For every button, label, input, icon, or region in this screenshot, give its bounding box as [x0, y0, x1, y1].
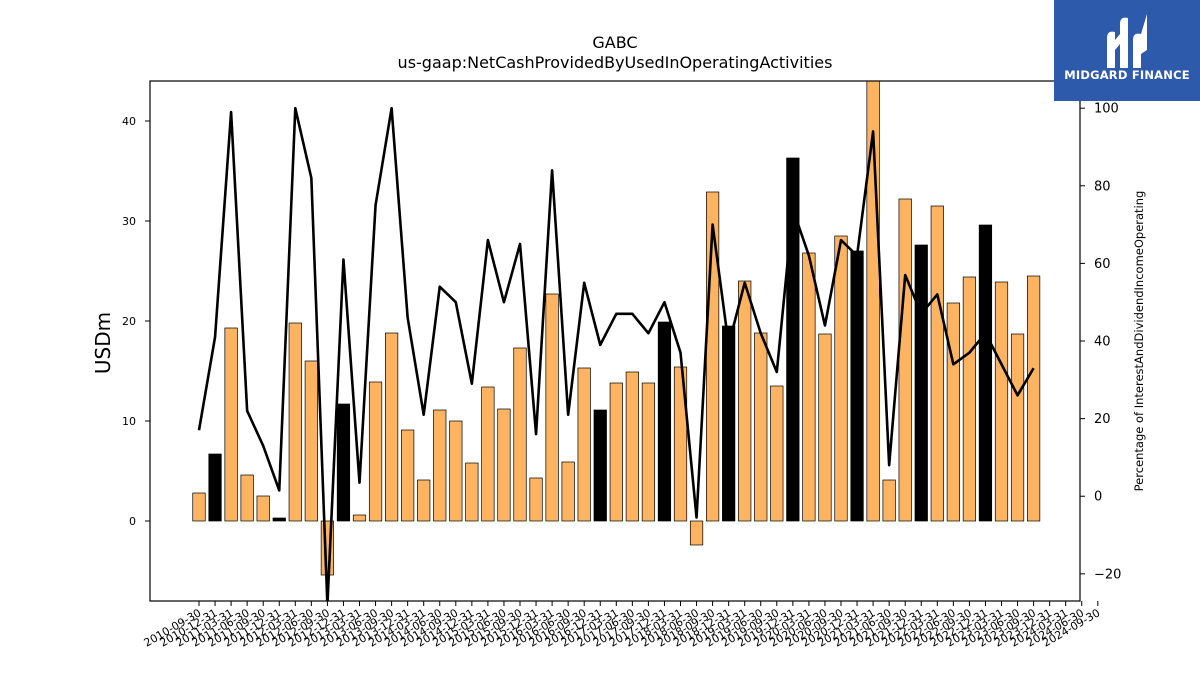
bar	[754, 332, 768, 522]
y2-tick-label: 0	[1094, 490, 1102, 505]
bar	[850, 250, 864, 522]
y-tick-label: 30	[122, 215, 136, 228]
y2-tick-label: 80	[1094, 179, 1111, 194]
chart-subtitle: us-gaap:NetCashProvidedByUsedInOperating…	[398, 53, 833, 72]
bar	[770, 385, 784, 522]
y2-axis-label: Percentage of InterestAndDividendIncomeO…	[1132, 191, 1146, 492]
y2-axis: −20 0 20 40 60 80 100	[1080, 102, 1121, 582]
bar	[545, 293, 559, 522]
bar	[609, 382, 623, 522]
bar	[834, 235, 848, 522]
bar	[689, 520, 704, 546]
bar	[433, 409, 447, 522]
bar	[385, 332, 399, 522]
y-axis: 0 10 20 30 40	[122, 115, 150, 528]
bar	[272, 517, 286, 522]
y2-tick-label: 20	[1094, 412, 1111, 427]
y-tick-label: 40	[122, 115, 136, 128]
bar	[738, 280, 752, 522]
bar	[336, 403, 351, 522]
bar	[449, 420, 463, 522]
bar	[352, 514, 367, 522]
bar	[818, 333, 832, 522]
bar	[946, 302, 960, 522]
bar	[465, 462, 479, 522]
bar	[930, 205, 944, 522]
y2-tick-label: 40	[1094, 335, 1111, 350]
y2-tick-label: 60	[1094, 257, 1111, 272]
y-tick-label: 10	[122, 415, 136, 428]
bar	[208, 453, 222, 522]
bar	[1010, 333, 1025, 522]
bar	[673, 366, 688, 522]
y-tick-label: 20	[122, 315, 136, 328]
bar	[914, 244, 928, 522]
bar	[481, 386, 495, 522]
y-axis-label: USDm	[91, 312, 115, 374]
bar	[513, 347, 527, 522]
x-axis: 2010-09-302010-12-312011-03-312011-06-30…	[142, 601, 1102, 650]
bar	[192, 492, 206, 522]
bar	[224, 327, 238, 522]
bar	[256, 495, 270, 522]
bar	[288, 322, 302, 522]
bar	[417, 479, 431, 522]
bar	[625, 371, 639, 522]
bar	[240, 474, 254, 522]
bar	[978, 224, 993, 522]
bar	[802, 252, 816, 522]
bar	[529, 477, 543, 522]
bar	[368, 381, 383, 522]
bar	[593, 409, 607, 522]
chart-title: GABC	[592, 33, 637, 52]
bar	[577, 367, 591, 522]
m-monogram-icon	[1107, 14, 1147, 69]
percentage-line	[197, 106, 1035, 601]
bar	[994, 281, 1009, 522]
brand-logo: MIDGARD FINANCE	[1054, 0, 1200, 101]
bar	[304, 360, 318, 522]
bar	[882, 479, 896, 522]
bar	[898, 198, 912, 522]
line-layer	[197, 106, 1035, 601]
bar	[722, 325, 736, 522]
bar	[561, 461, 575, 522]
y2-tick-label: 100	[1094, 102, 1119, 117]
bar	[962, 276, 977, 522]
y2-tick-label: −20	[1094, 567, 1121, 582]
bar	[401, 429, 415, 522]
brand-name: MIDGARD FINANCE	[1064, 68, 1190, 82]
bar	[641, 382, 656, 522]
bars-layer	[192, 80, 1041, 576]
y-tick-label: 0	[129, 515, 136, 528]
bar	[657, 321, 672, 522]
bar	[497, 408, 511, 522]
bar	[1026, 275, 1041, 522]
